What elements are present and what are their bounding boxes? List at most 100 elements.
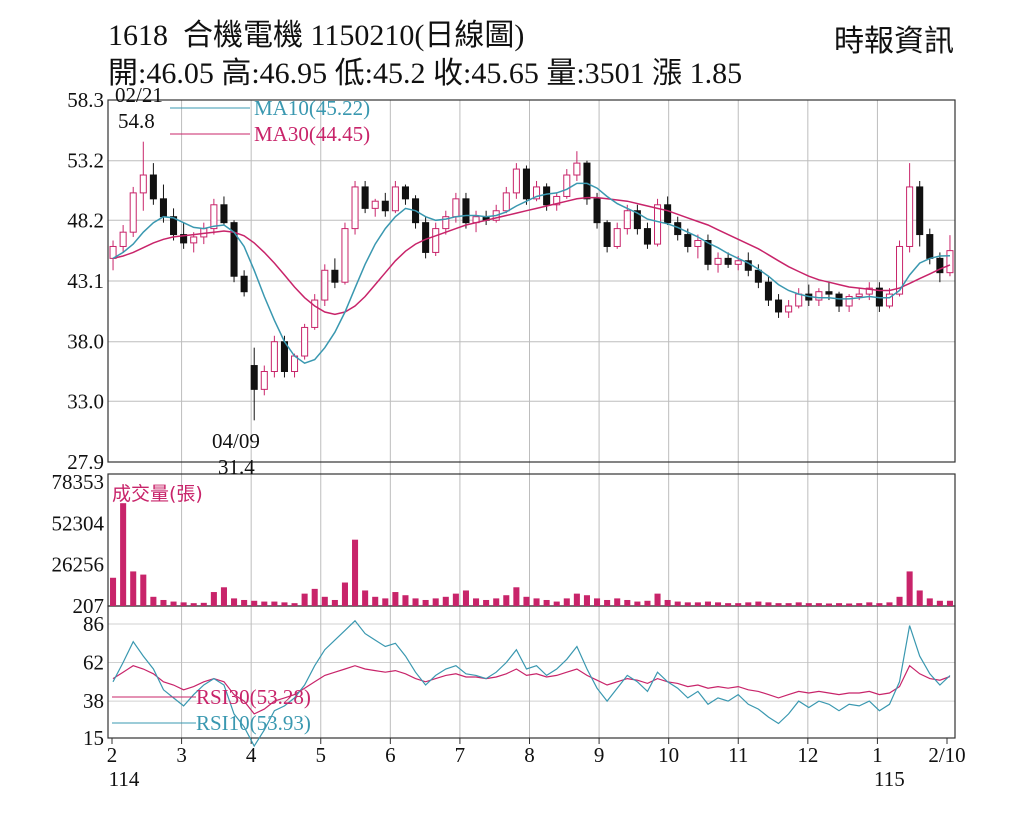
price-tick-label: 48.2: [67, 208, 104, 232]
volume-bar: [674, 601, 681, 606]
volume-bar: [281, 602, 288, 606]
annotation-value: 54.8: [118, 109, 155, 133]
x-tick-label: 10: [658, 743, 679, 767]
candle-body: [119, 231, 127, 247]
candle-body: [129, 192, 137, 233]
candle-body: [381, 200, 389, 212]
candle-body: [654, 204, 662, 245]
x-tick-label: 2/10: [928, 743, 965, 767]
candle-body: [926, 234, 934, 259]
candle-body: [936, 257, 944, 274]
volume-bar: [462, 590, 469, 606]
volume-bar: [392, 592, 399, 606]
volume-bar: [352, 539, 359, 606]
x-tick-label: 3: [176, 743, 187, 767]
volume-bar: [483, 599, 490, 606]
volume-bar: [331, 599, 338, 606]
volume-bar: [120, 503, 127, 606]
rsi-tick-label: 86: [83, 612, 104, 636]
x-tick-label: 11: [728, 743, 748, 767]
candle-body: [855, 293, 863, 297]
volume-bar: [886, 602, 893, 606]
volume-bar: [170, 601, 177, 606]
candle-body: [502, 192, 510, 212]
volume-bar: [382, 598, 389, 606]
candle-body: [664, 204, 672, 224]
candle-body: [361, 186, 369, 209]
rsi-legend-label: RSI30(53.28): [196, 685, 311, 709]
candle-body: [230, 222, 238, 277]
candle-body: [260, 371, 268, 390]
candle-body: [533, 186, 541, 200]
volume-tick-label: 52304: [52, 511, 105, 535]
candle-body: [643, 228, 651, 245]
candle-body: [694, 240, 702, 247]
volume-tick-label: 207: [73, 594, 105, 618]
candle-body: [563, 174, 571, 197]
candle-body: [734, 260, 742, 265]
volume-bar: [704, 601, 711, 606]
candle-body: [583, 162, 591, 200]
volume-bar: [150, 596, 157, 606]
volume-bar: [654, 593, 661, 606]
volume-bar: [856, 603, 863, 606]
legend-label: MA10(45.22): [254, 96, 370, 120]
volume-bar: [533, 598, 540, 606]
candle-body: [714, 257, 722, 265]
candle-body: [835, 293, 843, 307]
x-tick-label: 5: [316, 743, 327, 767]
year-label: 115: [874, 767, 905, 791]
x-tick-label: 2: [107, 743, 118, 767]
volume-bar: [725, 603, 732, 606]
volume-bar: [543, 599, 550, 606]
volume-bar: [745, 602, 752, 606]
volume-bar: [311, 588, 318, 606]
volume-bar: [583, 595, 590, 606]
volume-bar: [412, 598, 419, 606]
candle-body: [331, 269, 339, 283]
volume-bar: [130, 571, 137, 606]
quote-summary: 開:46.05 高:46.95 低:45.2 收:45.65 量:3501 漲 …: [108, 57, 743, 90]
volume-bar: [432, 598, 439, 606]
x-tick-label: 4: [246, 743, 257, 767]
volume-bar: [896, 596, 903, 606]
x-tick-label: 7: [455, 743, 466, 767]
annotation-date: 02/21: [115, 83, 163, 107]
volume-bar: [210, 592, 217, 606]
volume-bar: [936, 600, 943, 606]
price-tick-label: 27.9: [67, 450, 104, 474]
candle-body: [180, 234, 188, 244]
candle-body: [462, 198, 470, 224]
candle-body: [885, 293, 893, 307]
candle-body: [633, 210, 641, 230]
candle-body: [754, 269, 762, 283]
candle-body: [512, 168, 520, 194]
candle-body: [795, 293, 803, 307]
legend-label: MA30(44.45): [254, 122, 370, 146]
price-tick-label: 43.1: [67, 269, 104, 293]
volume-bar: [261, 601, 268, 606]
panel-frame: [107, 473, 956, 607]
x-tick-label: 12: [797, 743, 818, 767]
candle-body: [139, 174, 147, 194]
volume-bar: [573, 593, 580, 606]
candle-body: [764, 281, 772, 301]
candle-body: [371, 200, 379, 209]
volume-bar: [140, 574, 147, 606]
volume-bar: [755, 601, 762, 606]
volume-bar: [594, 598, 601, 606]
volume-tick-label: 26256: [52, 553, 105, 577]
candle-body: [190, 236, 198, 244]
candle-body: [623, 210, 631, 230]
source-label: 時報資訊: [834, 25, 954, 58]
volume-bar: [604, 599, 611, 606]
candle-body: [240, 275, 248, 293]
volume-bar: [866, 602, 873, 606]
volume-bar: [916, 590, 923, 606]
candle-body: [543, 186, 551, 206]
volume-bar: [291, 603, 298, 606]
x-tick-label: 1: [872, 743, 883, 767]
candle-body: [815, 291, 823, 301]
volume-bar: [241, 599, 248, 606]
volume-bar: [503, 595, 510, 606]
